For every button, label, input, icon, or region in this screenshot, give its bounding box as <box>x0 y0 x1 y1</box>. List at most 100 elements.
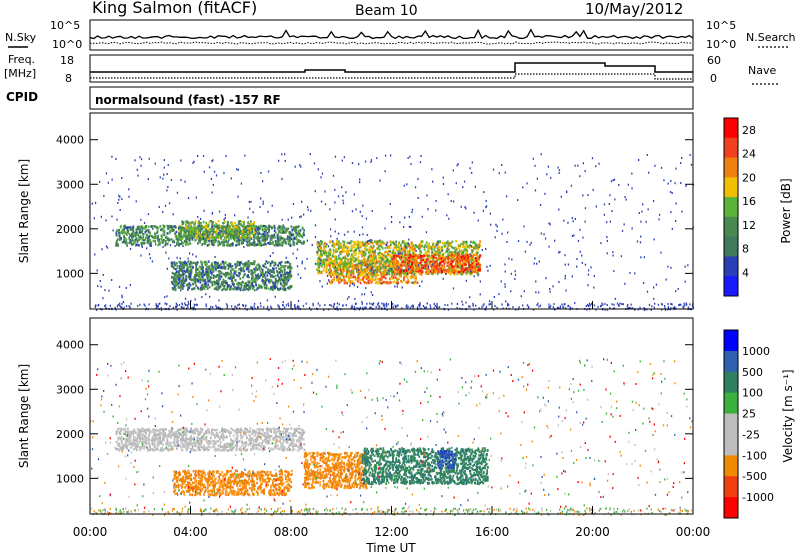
power-cell <box>375 273 377 276</box>
power-cell <box>405 269 408 272</box>
power-cell <box>226 263 229 267</box>
power-cell <box>135 228 138 231</box>
power-cell <box>357 243 359 246</box>
power-cell <box>391 269 394 272</box>
power-cell <box>339 257 341 260</box>
power-scatter-cell <box>353 230 355 233</box>
power-scatter-cell <box>507 231 509 234</box>
power-cell <box>151 236 154 239</box>
power-cell <box>319 254 321 257</box>
power-scatter-cell <box>287 218 289 221</box>
power-cell <box>298 240 301 243</box>
power-cell <box>395 268 397 272</box>
power-cell <box>404 249 406 252</box>
power-cell <box>376 280 378 284</box>
power-cell <box>194 281 197 284</box>
power-cell <box>178 273 181 276</box>
power-scatter-cell <box>690 163 693 166</box>
power-cell <box>438 258 440 261</box>
power-cell <box>145 225 147 228</box>
power-cell <box>237 285 240 289</box>
power-cell <box>335 248 338 251</box>
power-cell <box>255 268 257 272</box>
power-cell <box>352 259 354 262</box>
power-cell <box>209 277 211 281</box>
power-cell <box>194 277 197 280</box>
power-cell <box>420 273 423 276</box>
power-cell <box>201 275 204 279</box>
power-cell <box>393 253 396 256</box>
power-cell <box>383 257 386 260</box>
power-cell <box>402 263 405 266</box>
power-cell <box>123 225 125 228</box>
power-cell <box>208 266 211 269</box>
power-cell <box>425 267 428 270</box>
power-cell <box>410 243 413 247</box>
power-scatter-cell <box>640 235 642 238</box>
power-cell <box>215 231 218 234</box>
power-scatter-cell <box>434 304 436 307</box>
power-cell <box>282 265 285 268</box>
power-cell <box>341 248 344 252</box>
power-scatter-cell <box>687 264 689 267</box>
power-cell <box>217 240 220 244</box>
power-cell <box>372 254 375 257</box>
power-cell <box>318 248 320 252</box>
power-cell <box>388 281 391 284</box>
power-cell <box>397 271 400 275</box>
power-cell <box>168 239 170 242</box>
power-scatter-cell <box>362 233 364 236</box>
power-cell <box>184 263 187 267</box>
power-cell <box>245 267 248 271</box>
power-cell <box>254 232 257 236</box>
nave-label: Nave <box>748 64 776 77</box>
power-cell <box>265 284 268 287</box>
power-scatter-cell <box>334 188 336 191</box>
power-cell <box>265 287 268 290</box>
nave-tick-top: 60 <box>707 54 721 67</box>
power-cell <box>213 241 216 244</box>
power-cell <box>227 267 230 270</box>
power-cell <box>163 225 166 228</box>
power-cell <box>132 229 135 233</box>
power-cell <box>233 272 236 275</box>
power-scatter-cell <box>544 237 547 240</box>
power-cell <box>279 287 282 290</box>
power-cell <box>197 272 199 275</box>
power-cell <box>274 274 277 278</box>
power-cell <box>178 236 180 240</box>
power-cell <box>120 231 123 234</box>
power-cell <box>317 266 320 269</box>
power-cell <box>235 240 238 243</box>
power-cell <box>199 279 201 282</box>
power-cell <box>119 231 122 234</box>
power-cell <box>198 274 201 278</box>
power-cell <box>444 259 446 262</box>
power-cell <box>410 247 413 251</box>
power-scatter-cell <box>554 239 556 242</box>
power-cell <box>383 269 386 273</box>
power-cell <box>243 284 246 288</box>
power-cell <box>181 269 183 273</box>
power-scatter-cell <box>349 285 351 287</box>
power-cell <box>235 228 238 231</box>
power-cell <box>392 270 395 273</box>
power-cell <box>240 268 242 271</box>
power-cell <box>384 280 387 284</box>
power-cell <box>179 232 181 235</box>
power-cell <box>253 225 256 228</box>
power-scatter-cell <box>609 220 611 223</box>
power-cell <box>195 272 198 275</box>
power-cell <box>235 230 238 233</box>
power-cell <box>471 272 473 275</box>
power-cell <box>187 243 190 246</box>
power-cell <box>474 270 476 273</box>
power-cell <box>451 246 453 249</box>
power-cell <box>403 255 406 258</box>
power-cell <box>143 242 146 245</box>
power-cell <box>182 264 184 267</box>
power-cell <box>418 265 421 269</box>
power-cell <box>197 287 200 291</box>
power-cell <box>264 262 267 266</box>
power-cell <box>198 229 201 232</box>
